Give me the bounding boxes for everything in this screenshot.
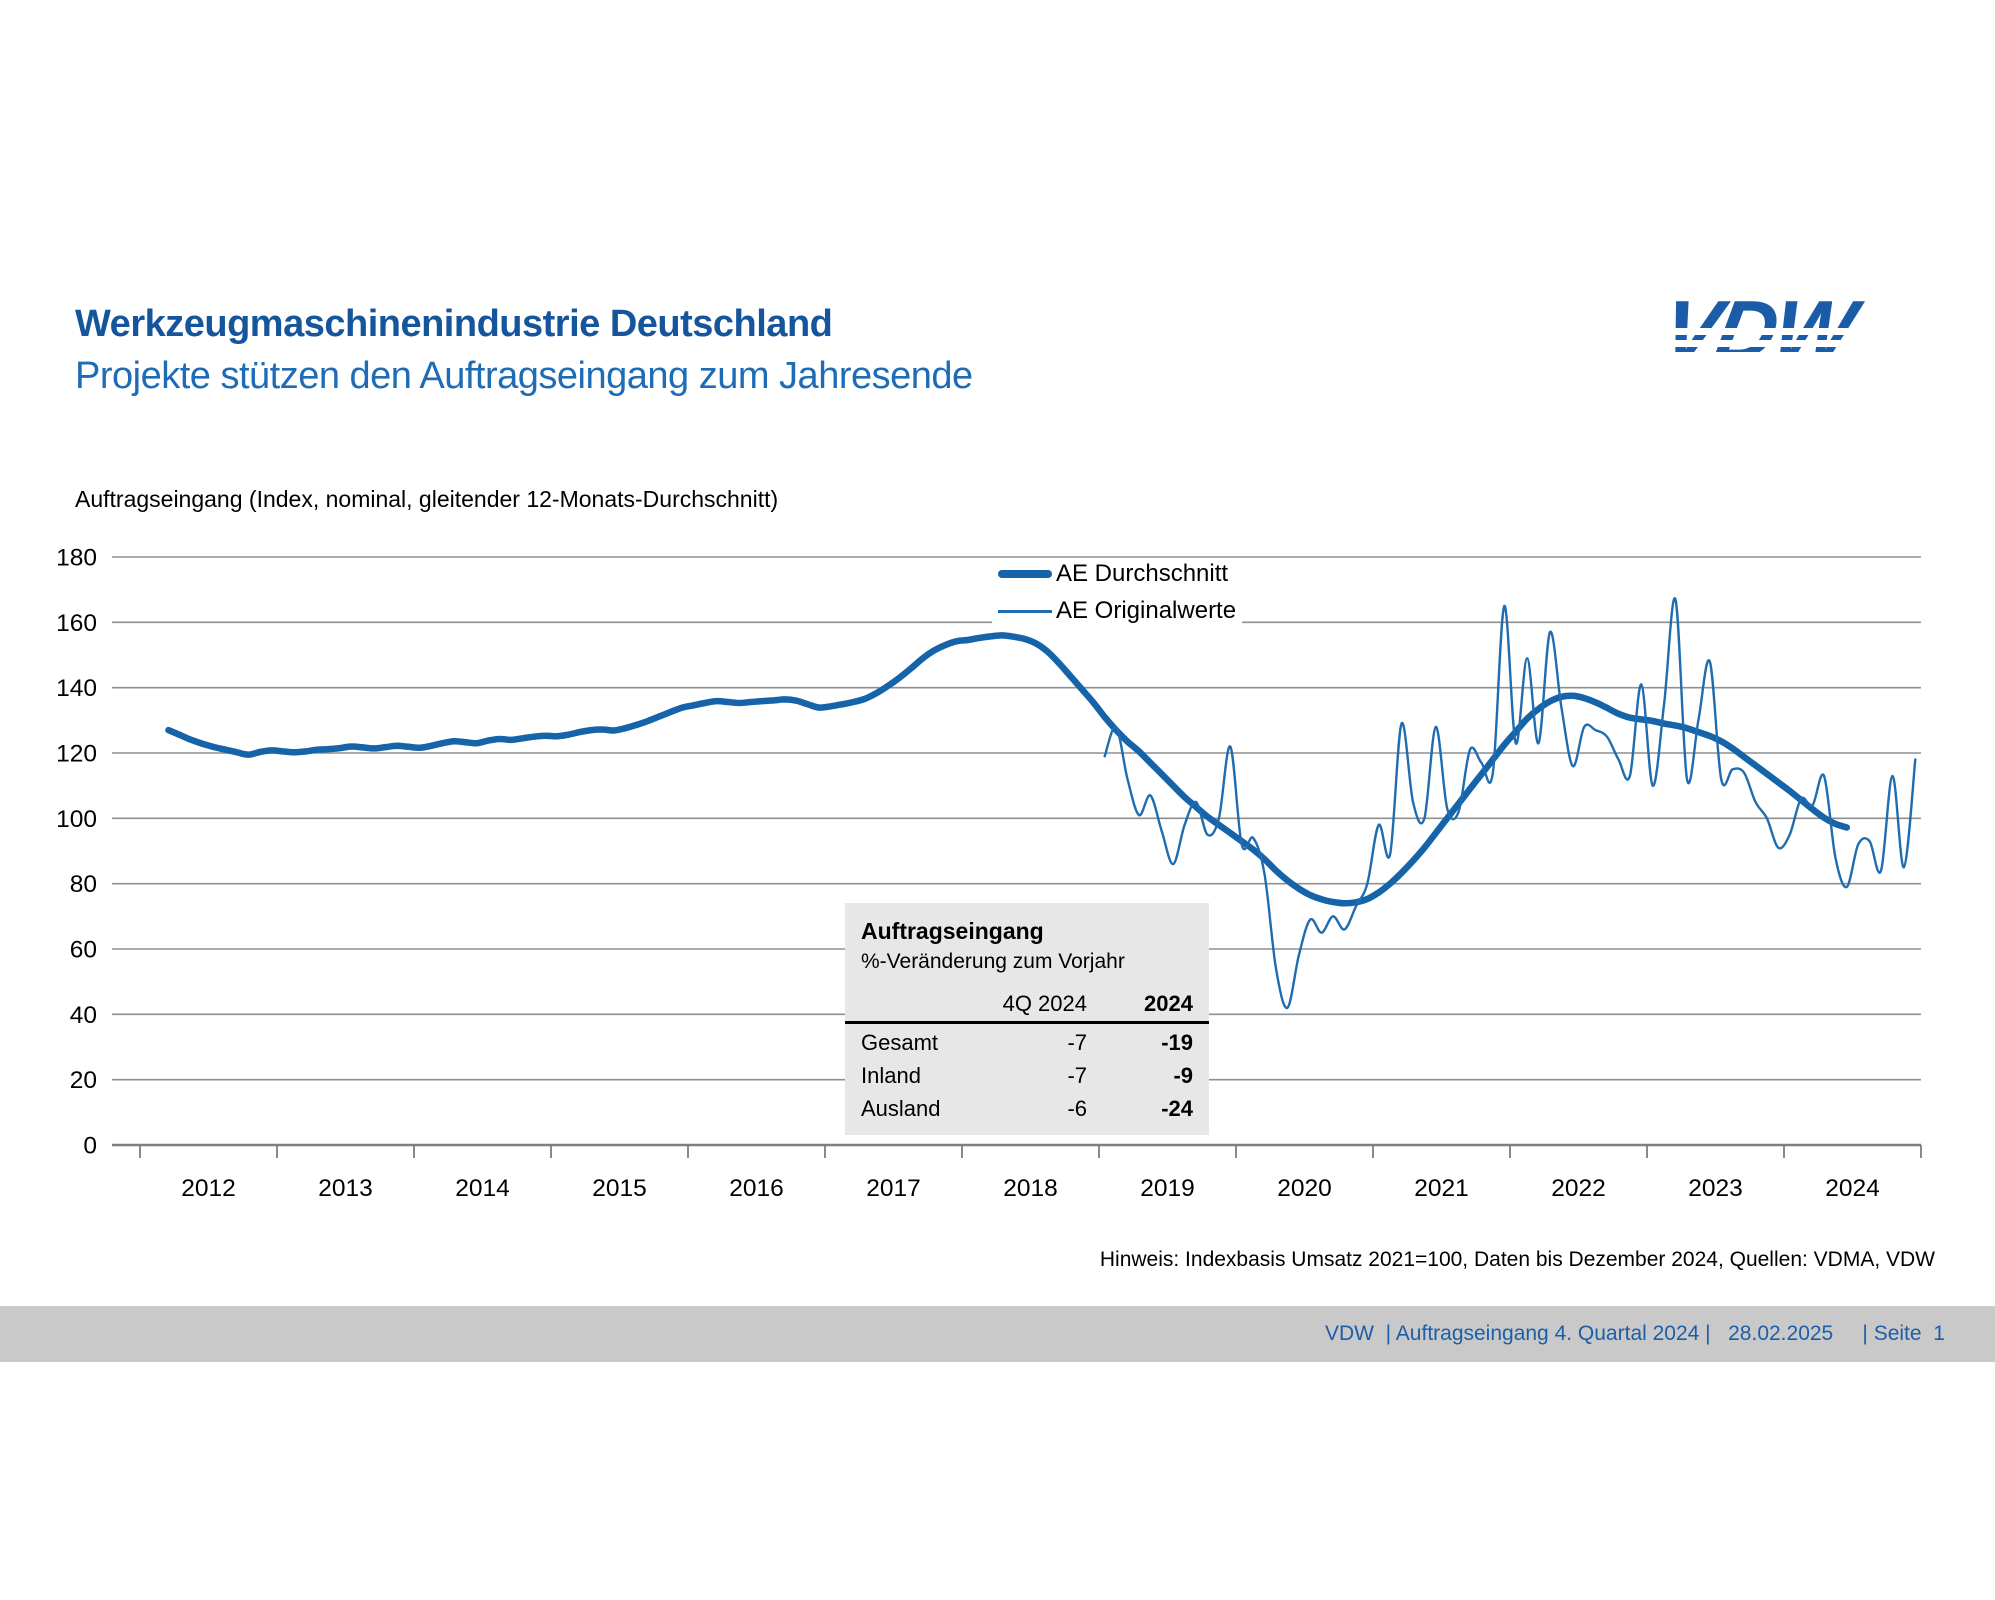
source-footnote: Hinweis: Indexbasis Umsatz 2021=100, Dat… <box>1099 1248 1935 1271</box>
footer-text: VDW | Auftragseingang 4. Quartal 2024 | … <box>1325 1322 1945 1345</box>
legend-item-durchschnitt: AE Durchschnitt <box>998 560 1236 588</box>
order-intake-inset-table: Auftragseingang %-Veränderung zum Vorjah… <box>845 903 1209 1135</box>
legend-label: AE Originalwerte <box>1056 597 1237 624</box>
legend-label: AE Durchschnitt <box>1056 560 1229 587</box>
y-axis-tick-label: 140 <box>56 675 97 702</box>
row-label: Inland <box>861 1063 921 1088</box>
logo-stripe <box>1656 352 1936 359</box>
series-line-0 <box>165 632 1851 907</box>
row-year-value: -9 <box>1173 1063 1193 1088</box>
y-axis-tick-label: 80 <box>70 871 97 898</box>
legend-item-originalwerte: AE Originalwerte <box>998 597 1236 625</box>
row-label: Gesamt <box>861 1030 939 1055</box>
y-axis-tick-label: 180 <box>56 545 97 572</box>
y-axis-tick-label: 20 <box>70 1067 97 1094</box>
x-axis-tick-label: 2017 <box>866 1175 921 1202</box>
page-subtitle: Projekte stützen den Auftragseingang zum… <box>75 355 973 397</box>
x-axis-tick-label: 2022 <box>1551 1175 1606 1202</box>
x-axis-tick-label: 2013 <box>318 1175 373 1202</box>
x-axis-tick-label: 2021 <box>1414 1175 1469 1202</box>
x-axis-tick-label: 2023 <box>1688 1175 1743 1202</box>
inset-table-title: Auftragseingang <box>861 918 1044 944</box>
logo-stripe <box>1656 328 1936 335</box>
legend-swatch-thick-line <box>998 570 1052 578</box>
x-axis-tick-label: 2014 <box>455 1175 510 1202</box>
row-quarter-value: -7 <box>1067 1030 1087 1055</box>
chart-axis-title: Auftragseingang (Index, nominal, gleiten… <box>75 486 779 512</box>
inset-table-rule <box>845 1021 1209 1024</box>
row-quarter-value: -7 <box>1067 1063 1087 1088</box>
x-axis-tick-label: 2019 <box>1140 1175 1195 1202</box>
row-quarter-value: -6 <box>1067 1096 1087 1121</box>
x-axis-tick-label: 2012 <box>181 1175 236 1202</box>
table-row-inland: Inland -7 -9 <box>861 1059 1193 1092</box>
x-axis-tick-label: 2020 <box>1277 1175 1332 1202</box>
x-axis-tick-label: 2018 <box>1003 1175 1058 1202</box>
table-row-ausland: Ausland -6 -24 <box>861 1092 1193 1125</box>
chart-axis-labels: 0 20 40 60 80 100 120 140 160 180 2012 2013 2014 2015… <box>56 545 1880 1203</box>
row-year-value: -24 <box>1161 1096 1193 1121</box>
inset-table-col-year: 2024 <box>1144 991 1193 1016</box>
chart-series <box>165 597 1917 1010</box>
row-year-value: -19 <box>1161 1030 1193 1055</box>
legend-swatch-thin-line <box>998 609 1052 613</box>
inset-table-header-row: 4Q 2024 2024 <box>861 987 1193 1021</box>
page-title: Werkzeugmaschinenindustrie Deutschland <box>75 303 833 345</box>
row-label: Ausland <box>861 1096 941 1121</box>
y-axis-tick-label: 40 <box>70 1002 97 1029</box>
y-axis-tick-label: 160 <box>56 610 97 637</box>
x-axis-tick-label: 2015 <box>592 1175 647 1202</box>
inset-table-subtitle: %-Veränderung zum Vorjahr <box>861 950 1125 973</box>
y-axis-tick-label: 60 <box>70 937 97 964</box>
y-axis-tick-label: 0 <box>83 1133 97 1160</box>
series-line-1 <box>1103 597 1917 1010</box>
inset-table-col-quarter: 4Q 2024 <box>1002 991 1087 1016</box>
y-axis-tick-label: 100 <box>56 806 97 833</box>
chart-legend: AE Durchschnitt AE Originalwerte <box>992 558 1243 627</box>
y-axis-tick-label: 120 <box>56 741 97 768</box>
table-row-gesamt: Gesamt -7 -19 <box>861 1026 1193 1059</box>
vdw-logo: VDW <box>1656 283 1936 377</box>
x-axis-tick-label: 2024 <box>1825 1175 1880 1202</box>
logo-stripe <box>1656 340 1936 347</box>
footer-bar: VDW | Auftragseingang 4. Quartal 2024 | … <box>0 1306 1995 1362</box>
x-axis-tick-label: 2016 <box>729 1175 784 1202</box>
